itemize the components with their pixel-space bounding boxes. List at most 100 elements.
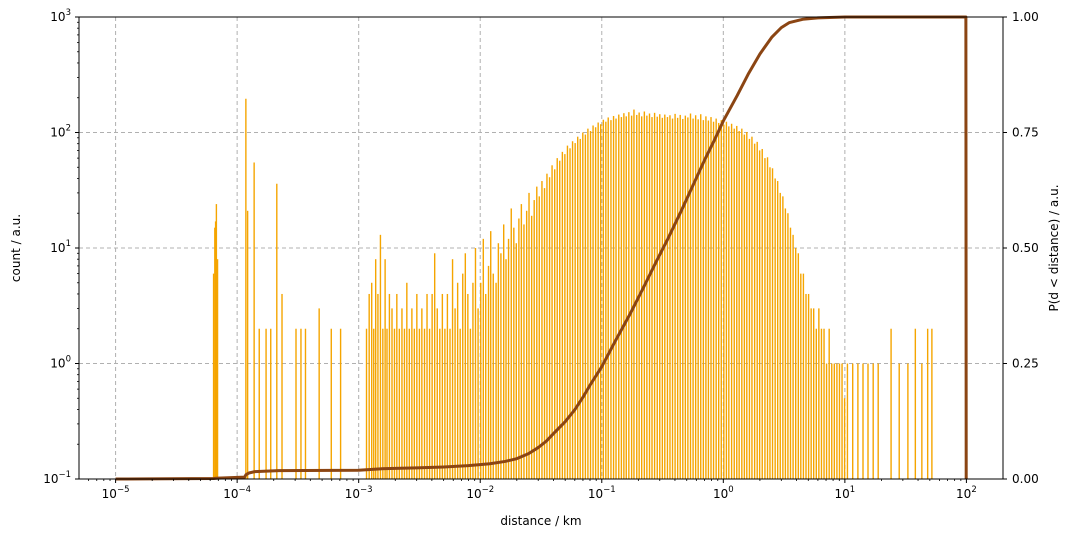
histogram-bar	[646, 115, 648, 479]
histogram-bar	[625, 116, 627, 479]
y2-tick-label: 0.75	[1012, 126, 1039, 140]
histogram-bar	[741, 128, 743, 479]
histogram-bar	[877, 363, 879, 479]
histogram-bar	[564, 154, 566, 479]
histogram-bar	[518, 218, 520, 479]
y-tick-label: 101	[50, 239, 71, 255]
x-tick-exponent: 0	[728, 485, 733, 495]
histogram-bar	[684, 115, 687, 479]
histogram-bar	[728, 126, 730, 479]
x-tick-label: 100	[713, 485, 734, 501]
histogram-bar	[769, 167, 771, 479]
y-tick-exponent: 0	[66, 355, 71, 365]
histogram-bar	[664, 114, 666, 479]
histogram-bar	[398, 328, 401, 479]
histogram-bar	[692, 118, 694, 480]
histogram-bar	[441, 293, 444, 479]
histogram-bar	[671, 118, 674, 480]
cdf-curve	[115, 15, 968, 481]
histogram-bar	[764, 158, 766, 479]
histogram-bar	[436, 308, 438, 479]
histogram-bar	[717, 122, 720, 479]
y-tick-base: 10	[50, 10, 65, 24]
histogram-bar	[439, 328, 441, 479]
histogram-bar	[449, 328, 451, 479]
histogram-bar	[403, 328, 406, 479]
histogram-bar	[561, 151, 564, 479]
histogram-bar	[594, 127, 597, 479]
histogram-bar	[787, 213, 789, 480]
histogram-bar	[433, 253, 436, 479]
histogram-bar	[697, 119, 699, 480]
histogram-bar	[898, 363, 900, 479]
histogram-bar	[459, 328, 461, 479]
histogram-bar	[464, 253, 467, 479]
histogram-bar	[802, 273, 805, 479]
histogram-bar	[738, 131, 740, 479]
histogram-bar	[467, 293, 469, 479]
histogram-bar	[679, 114, 681, 479]
x-tick-base: 10	[588, 487, 603, 501]
histogram-bar	[779, 192, 781, 479]
histogram-bar	[281, 293, 283, 479]
histogram-bar	[756, 141, 758, 479]
histogram-bar	[215, 204, 218, 479]
histogram-bar	[774, 178, 776, 479]
histogram-bar	[444, 328, 446, 479]
histogram-bar	[610, 120, 612, 479]
histogram-bar	[792, 234, 794, 479]
histogram-bar	[530, 215, 533, 479]
y-tick-label: 10−1	[43, 470, 71, 486]
x-tick-label: 10−1	[588, 485, 616, 501]
x-tick-exponent: 2	[971, 485, 976, 495]
histogram-bar	[746, 132, 748, 479]
histogram-bar	[710, 117, 712, 479]
histogram-bar	[587, 128, 589, 479]
histogram-bar	[914, 328, 917, 479]
histogram-bar	[551, 165, 553, 479]
histogram-bar	[682, 118, 684, 479]
histogram-bar	[736, 125, 738, 479]
x-tick-base: 10	[223, 487, 238, 501]
x-tick-label: 10−2	[466, 485, 494, 501]
histogram-bar	[825, 363, 828, 479]
histogram-bar	[712, 121, 715, 480]
histogram-bar	[418, 328, 421, 479]
histogram-bar	[776, 181, 779, 480]
histogram-bar	[720, 120, 722, 479]
histogram-bar	[265, 328, 267, 479]
histogram-bar	[525, 210, 528, 479]
histogram-bar	[797, 253, 800, 479]
histogram-bar	[612, 115, 615, 480]
y-tick-label: 102	[50, 124, 71, 140]
histogram-bar	[687, 117, 689, 480]
x-tick-base: 10	[956, 487, 971, 501]
x-tick-exponent: −3	[360, 485, 373, 495]
histogram-bar	[907, 363, 909, 479]
histogram-bar	[497, 243, 500, 479]
histogram-bar	[423, 328, 426, 479]
histogram-bar	[487, 265, 490, 479]
histogram-bar	[391, 308, 393, 479]
x-tick-label: 10−5	[102, 485, 130, 501]
histogram-bar	[374, 259, 377, 479]
histogram-bar	[500, 253, 502, 479]
histogram-bar	[377, 293, 379, 479]
histogram-bars	[212, 98, 933, 480]
histogram-bar	[485, 293, 487, 479]
histogram-bar	[843, 398, 846, 479]
histogram-bar	[368, 293, 370, 479]
histogram-bar	[258, 328, 260, 479]
histogram-bar	[807, 293, 810, 479]
histogram-bar	[382, 328, 384, 479]
histogram-bar	[694, 115, 697, 479]
histogram-bar	[214, 221, 217, 479]
histogram-bar	[674, 113, 676, 479]
histogram-bar	[872, 363, 874, 479]
histogram-bar	[276, 183, 278, 479]
histogram-bar	[388, 293, 391, 479]
x-tick-exponent: −2	[482, 485, 495, 495]
histogram-bar	[705, 116, 707, 479]
histogram-bar	[408, 328, 411, 479]
histogram-bar	[212, 273, 215, 479]
